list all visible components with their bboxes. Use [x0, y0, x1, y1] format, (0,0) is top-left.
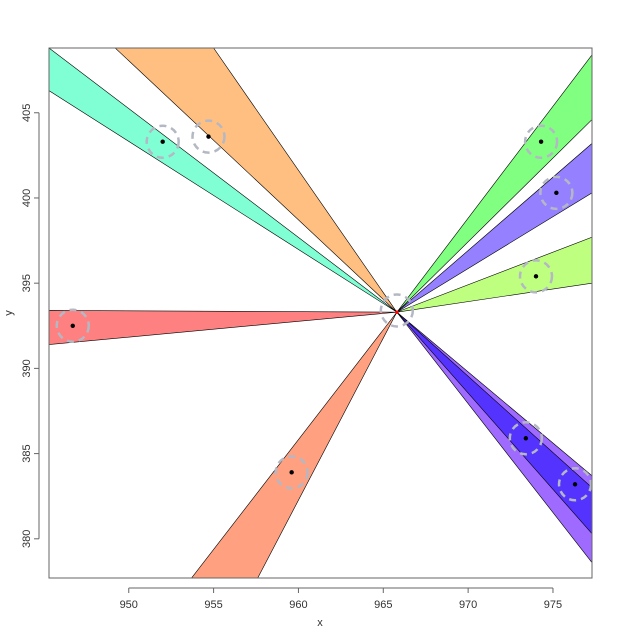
x-tick-label-975: 975	[544, 599, 562, 611]
dashed-circle-2	[145, 124, 180, 159]
x-tick-label-965: 965	[374, 599, 392, 611]
wedge-8	[396, 311, 592, 564]
wedge-5	[396, 236, 592, 313]
y-tick-label-385: 385	[21, 444, 33, 462]
wedge-6	[49, 310, 397, 345]
dashed-circle-9	[508, 421, 544, 456]
data-point-3	[538, 139, 544, 144]
wedge-2	[49, 48, 398, 313]
dashed-circle-1	[191, 119, 226, 154]
dashed-circle-6	[55, 308, 91, 344]
wedge-9	[396, 311, 592, 535]
circles-layer	[55, 119, 592, 502]
data-point-7	[289, 470, 294, 475]
data-point-5	[533, 274, 539, 279]
data-point-9	[523, 436, 529, 441]
wedges-layer	[49, 48, 592, 578]
x-axis-title: x	[317, 617, 323, 629]
x-axis: 950 955 960 965 970 975	[120, 587, 562, 611]
y-tick-label-405: 405	[21, 104, 33, 122]
center-point	[395, 310, 399, 314]
wedge-4	[396, 143, 592, 313]
data-point-2	[160, 139, 165, 144]
wedge-3	[396, 54, 592, 313]
y-tick-label-390: 390	[21, 359, 33, 377]
x-tick-label-955: 955	[204, 599, 222, 611]
y-axis-title: y	[3, 310, 15, 316]
wedge-7	[191, 311, 398, 578]
dashed-circle-8	[557, 467, 592, 502]
y-tick-label-395: 395	[21, 274, 33, 292]
wedge-1	[114, 48, 398, 313]
y-tick-label-400: 400	[21, 189, 33, 207]
plot-frame	[48, 47, 593, 579]
dashed-circle-3	[523, 124, 559, 159]
x-tick-label-950: 950	[120, 599, 138, 611]
data-point-4	[554, 190, 559, 196]
x-tick-label-960: 960	[289, 599, 307, 611]
dashed-circle-7	[274, 455, 309, 490]
center-dashed-circle	[379, 293, 415, 328]
dashed-circle-4	[539, 175, 574, 211]
data-point-8	[572, 482, 578, 487]
y-tick-label-380: 380	[21, 530, 33, 548]
x-tick-label-970: 970	[459, 599, 477, 611]
data-point-1	[206, 134, 211, 139]
y-axis: 380 385 390 395 400 405	[21, 104, 40, 548]
data-point-6	[70, 323, 75, 328]
dashed-circle-5	[518, 259, 554, 294]
